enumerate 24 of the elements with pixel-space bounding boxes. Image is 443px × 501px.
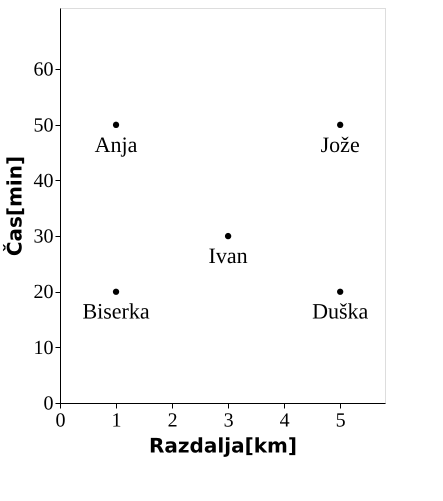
y-tick-label: 50 xyxy=(34,114,54,136)
x-tick-label: 5 xyxy=(336,410,346,432)
y-tick-label: 60 xyxy=(34,58,54,81)
y-tick-label: 40 xyxy=(34,170,54,192)
y-tick-label: 20 xyxy=(34,281,54,304)
point xyxy=(337,288,344,295)
x-tick-label: 1 xyxy=(112,410,122,432)
annotation: Jože xyxy=(320,132,360,157)
annotation: Biserka xyxy=(82,298,150,324)
point xyxy=(112,288,120,295)
x-tick-label: 2 xyxy=(168,410,178,432)
x-tick-label: 4 xyxy=(280,410,290,432)
y-tick-label: 0 xyxy=(44,392,54,414)
x-axis-title: Razdalja[km] xyxy=(149,434,297,458)
annotation: Anja xyxy=(94,132,138,157)
point xyxy=(224,232,232,240)
y-tick-label: 30 xyxy=(34,226,54,248)
annotation: Ivan xyxy=(208,243,248,268)
y-axis-title: Čas[min] xyxy=(2,156,26,256)
y-tick-label: 10 xyxy=(34,336,54,359)
point xyxy=(337,122,344,128)
point xyxy=(112,122,120,128)
x-tick-label: 3 xyxy=(224,410,234,432)
annotation: Duška xyxy=(312,298,369,324)
